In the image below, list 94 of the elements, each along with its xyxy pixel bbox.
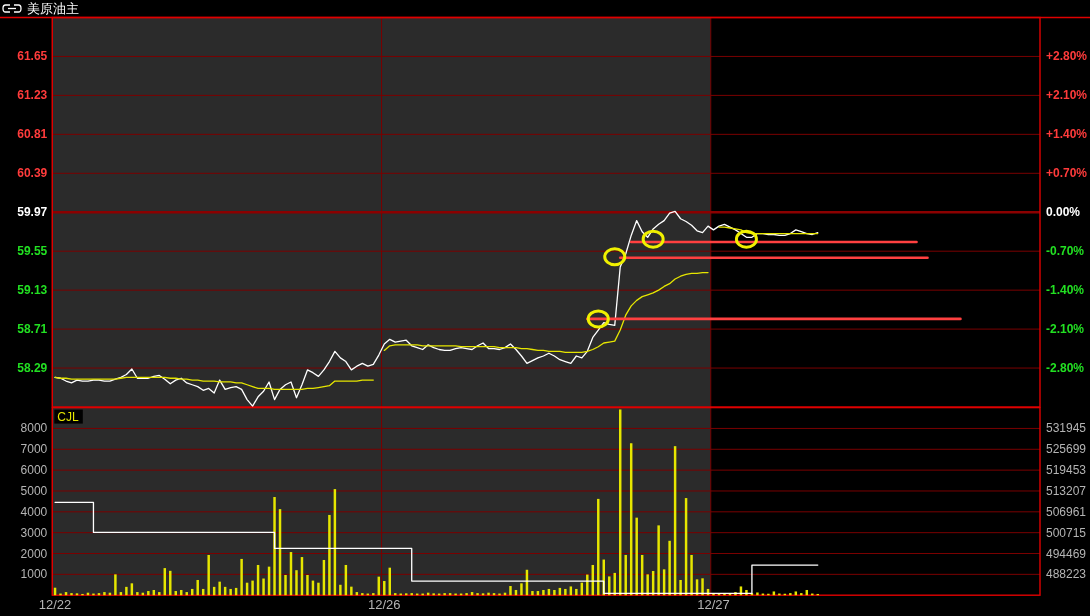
bar: [542, 589, 545, 596]
y-tick-label: 58.29: [17, 361, 48, 376]
y2-tick-label: 500715: [1046, 525, 1087, 540]
y-tick-label: 60.81: [17, 127, 48, 142]
y-tick-label: 7000: [20, 442, 48, 457]
bar: [114, 574, 117, 596]
bar: [262, 578, 265, 596]
bar: [339, 584, 342, 596]
bar: [383, 581, 386, 596]
bar: [158, 592, 161, 596]
bar: [70, 593, 73, 596]
bar: [284, 574, 287, 596]
text: CJL: [57, 409, 79, 424]
bar: [635, 517, 638, 596]
y-tick-label: 6000: [20, 463, 48, 478]
bar: [756, 592, 759, 596]
y-tick-label: 61.23: [17, 88, 48, 103]
bar: [443, 593, 446, 596]
bar: [295, 570, 298, 596]
bar: [586, 574, 589, 596]
bar: [487, 592, 490, 596]
y-tick-label: 59.97: [17, 205, 48, 220]
bar: [679, 579, 682, 596]
y2-tick-label: +2.80%: [1046, 49, 1088, 64]
y2-tick-label: -0.70%: [1046, 244, 1085, 259]
bar: [800, 593, 803, 596]
y2-tick-label: 488223: [1046, 567, 1087, 582]
point: [603, 247, 627, 267]
bar: [306, 574, 309, 596]
y-tick-label: 60.39: [17, 166, 48, 181]
y2-tick-label: 0.00%: [1046, 205, 1081, 220]
bar: [657, 525, 660, 596]
y-tick-label: 61.65: [17, 49, 48, 64]
bar: [553, 589, 556, 596]
bar: [509, 586, 512, 596]
y-tick-label: 4000: [20, 504, 48, 519]
y-tick-label: 3000: [20, 525, 48, 540]
y2-tick-label: +2.10%: [1046, 88, 1088, 103]
bar: [597, 498, 600, 596]
y2-tick-label: 506961: [1046, 504, 1087, 519]
bar: [103, 592, 106, 596]
y2-tick-label: 513207: [1046, 483, 1087, 498]
point: [586, 309, 610, 329]
y2-tick-label: -1.40%: [1046, 283, 1085, 298]
bar: [207, 554, 210, 596]
x-tick-label: 12/27: [697, 597, 730, 613]
bar: [690, 554, 693, 596]
bar: [701, 578, 704, 596]
bar: [410, 593, 413, 596]
bar: [218, 581, 221, 596]
y2-tick-label: -2.80%: [1046, 361, 1085, 376]
bar: [273, 497, 276, 596]
bar: [564, 588, 567, 596]
bar: [240, 558, 243, 596]
bar: [520, 583, 523, 596]
bar: [229, 588, 232, 596]
bar: [361, 593, 364, 596]
bar: [350, 586, 353, 596]
y-tick-label: 1000: [20, 567, 48, 582]
bar: [668, 540, 671, 596]
bar: [476, 593, 479, 596]
y-tick-label: 59.13: [17, 283, 48, 298]
bar: [372, 593, 375, 596]
y-tick-label: 2000: [20, 546, 48, 561]
bar: [646, 574, 649, 596]
bar: [169, 570, 172, 596]
chart-title: 美原油主: [27, 1, 79, 16]
y-tick-label: 5000: [20, 483, 48, 498]
y2-tick-label: 531945: [1046, 421, 1087, 436]
bar: [465, 593, 468, 596]
y2-tick-label: 519453: [1046, 463, 1087, 478]
x-tick-label: 12/22: [38, 597, 72, 613]
bar: [251, 580, 254, 596]
bar: [147, 591, 150, 596]
y2-tick-label: +1.40%: [1046, 127, 1088, 142]
bar: [328, 514, 331, 596]
y2-tick-label: 494469: [1046, 546, 1087, 561]
x-tick-label: 12/26: [368, 597, 401, 613]
y-tick-label: 8000: [20, 421, 48, 436]
bar: [624, 554, 627, 596]
y2-tick-label: -2.10%: [1046, 322, 1085, 337]
y2-tick-label: +0.70%: [1046, 166, 1088, 181]
bar: [196, 579, 199, 596]
y-tick-label: 58.71: [17, 322, 48, 337]
bar: [317, 582, 320, 596]
bar: [125, 586, 128, 596]
bar: [575, 588, 578, 596]
bar: [531, 591, 534, 596]
y2-tick-label: 525699: [1046, 442, 1087, 457]
bar: [136, 592, 139, 596]
point: [734, 229, 758, 249]
bar: [789, 593, 792, 596]
y-tick-label: 59.55: [17, 244, 48, 259]
point: [641, 229, 665, 249]
